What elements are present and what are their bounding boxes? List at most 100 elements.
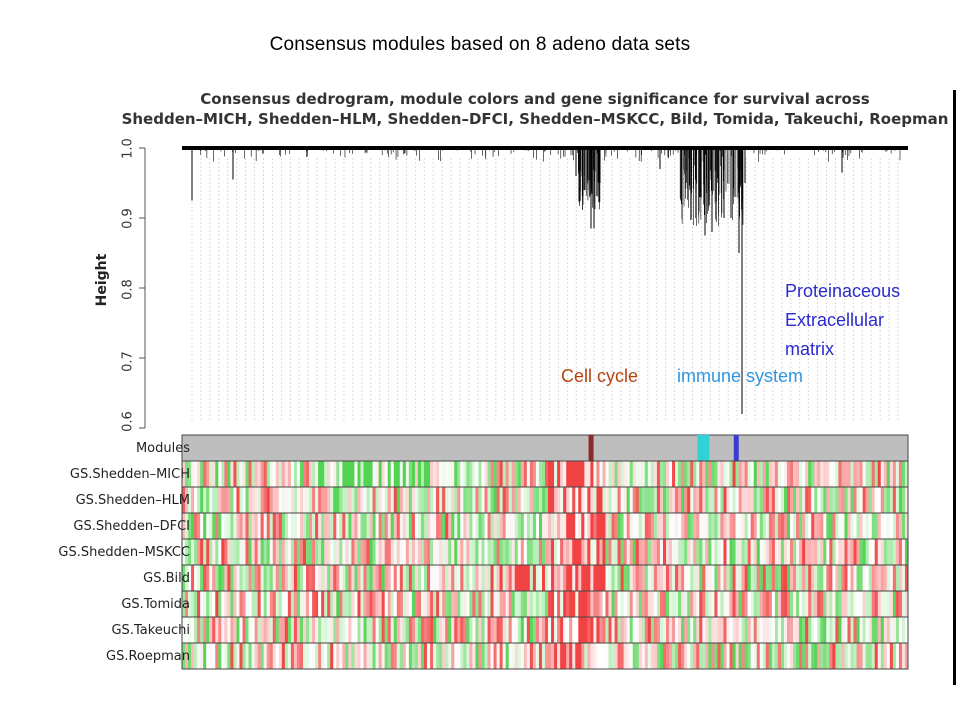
gs-heatmap-cell (463, 591, 467, 617)
gs-heatmap-cell (402, 643, 407, 669)
gs-heatmap-cell (783, 513, 788, 539)
gs-heatmap-cell (650, 591, 655, 617)
gs-heatmap-cell (865, 565, 869, 591)
gs-heatmap-cell (348, 513, 352, 539)
gs-heatmap-cell (296, 461, 301, 487)
gs-heatmap-cell (375, 591, 379, 617)
gs-heatmap-cell (526, 565, 531, 591)
gs-heatmap-cell (759, 487, 764, 513)
gs-heatmap-cell (593, 565, 597, 591)
gs-heatmap-cell (293, 591, 298, 617)
gs-heatmap-cell (659, 487, 664, 513)
gs-heatmap-cell (626, 565, 630, 591)
gs-heatmap-cell (669, 513, 673, 539)
gs-heatmap-cell (623, 643, 627, 669)
gs-heatmap-cell (532, 513, 537, 539)
gs-heatmap-cell (647, 643, 652, 669)
gs-heatmap-cell (272, 513, 277, 539)
gs-heatmap-cell (620, 461, 624, 487)
gs-heatmap-cell (653, 513, 658, 539)
gs-heatmap-cell (336, 617, 340, 643)
gs-heatmap-cell (783, 643, 788, 669)
gs-heatmap-cell (575, 461, 579, 487)
gs-heatmap-cell (306, 539, 310, 565)
gs-heatmap-cell (360, 591, 364, 617)
gs-heatmap-cell (517, 461, 522, 487)
gs-heatmap-cell (832, 461, 836, 487)
gs-heatmap-cell (393, 539, 398, 565)
gs-heatmap-cell (342, 643, 346, 669)
gs-heatmap-cell (741, 513, 745, 539)
gs-heatmap-cell (744, 565, 748, 591)
gs-heatmap-cell (753, 487, 758, 513)
gs-heatmap-cell (390, 617, 395, 643)
gs-heatmap-cell (448, 643, 452, 669)
gs-heatmap-cell (378, 539, 382, 565)
gs-heatmap-cell (499, 539, 503, 565)
gs-heatmap-cell (287, 539, 292, 565)
gs-heatmap-cell (647, 591, 652, 617)
gs-heatmap-cell (218, 461, 222, 487)
gs-heatmap-cell (306, 617, 310, 643)
gs-heatmap-cell (538, 461, 543, 487)
gs-heatmap-cell (859, 643, 863, 669)
gs-heatmap-cell (756, 643, 761, 669)
gs-heatmap-cell (387, 513, 392, 539)
gs-heatmap-cell (611, 617, 615, 643)
gs-heatmap-cell (723, 461, 727, 487)
gs-heatmap-cell (641, 539, 646, 565)
gs-heatmap-cell (336, 539, 340, 565)
gs-heatmap-cell (445, 539, 449, 565)
gs-heatmap-cell (714, 487, 718, 513)
gs-heatmap-cell (345, 643, 349, 669)
gs-heatmap-cell (723, 591, 727, 617)
gs-heatmap-cell (823, 487, 827, 513)
gs-heatmap-cell (684, 539, 688, 565)
gs-heatmap-cell (747, 617, 751, 643)
gs-heatmap-cell (820, 591, 824, 617)
gs-heatmap-cell (723, 539, 727, 565)
gs-heatmap-cell (481, 461, 485, 487)
gs-heatmap-cell (717, 513, 721, 539)
gs-heatmap-cell (874, 539, 879, 565)
gs-heatmap-cell (254, 617, 258, 643)
gs-heatmap-cell (324, 617, 328, 643)
gs-heatmap-cell (693, 461, 697, 487)
gs-heatmap-cell (702, 513, 706, 539)
gs-heatmap-cell (541, 591, 546, 617)
gs-heatmap-cell (744, 643, 748, 669)
gs-heatmap-cell (675, 513, 679, 539)
gs-heatmap-cell (315, 487, 319, 513)
gs-heatmap-cell (581, 591, 585, 617)
gs-heatmap-cell (853, 565, 857, 591)
gs-heatmap-cell (747, 513, 751, 539)
gs-heatmap-cell (611, 591, 615, 617)
row-label-takeuchi: GS.Takeuchi (111, 623, 190, 638)
gs-heatmap-cell (538, 643, 543, 669)
gs-heatmap-cell (472, 461, 476, 487)
gs-heatmap-cell (826, 643, 830, 669)
gs-heatmap-cell (862, 591, 866, 617)
row-label-shedden-mich: GS.Shedden–MICH (69, 467, 190, 482)
gs-heatmap-cell (541, 461, 546, 487)
gs-heatmap-cell (569, 513, 573, 539)
gs-heatmap-cell (520, 617, 525, 643)
gs-heatmap-cell (197, 513, 201, 539)
gs-heatmap-cell (357, 539, 361, 565)
gs-heatmap-cell (348, 617, 352, 643)
gs-heatmap-cell (272, 487, 277, 513)
gs-heatmap-cell (605, 539, 609, 565)
gs-heatmap-cell (596, 513, 600, 539)
gs-heatmap-cell (835, 643, 839, 669)
gs-heatmap-cell (850, 591, 854, 617)
gs-heatmap-cell (548, 461, 552, 487)
gs-heatmap-cell (466, 591, 470, 617)
gs-heatmap-cell (596, 487, 600, 513)
gs-heatmap-cell (874, 487, 879, 513)
gs-heatmap-cell (269, 487, 274, 513)
gs-heatmap-cell (206, 617, 210, 643)
gs-heatmap-cell (868, 591, 872, 617)
gs-heatmap-cell (239, 591, 243, 617)
gs-heatmap-cell (200, 643, 204, 669)
gs-heatmap-cell (735, 513, 739, 539)
